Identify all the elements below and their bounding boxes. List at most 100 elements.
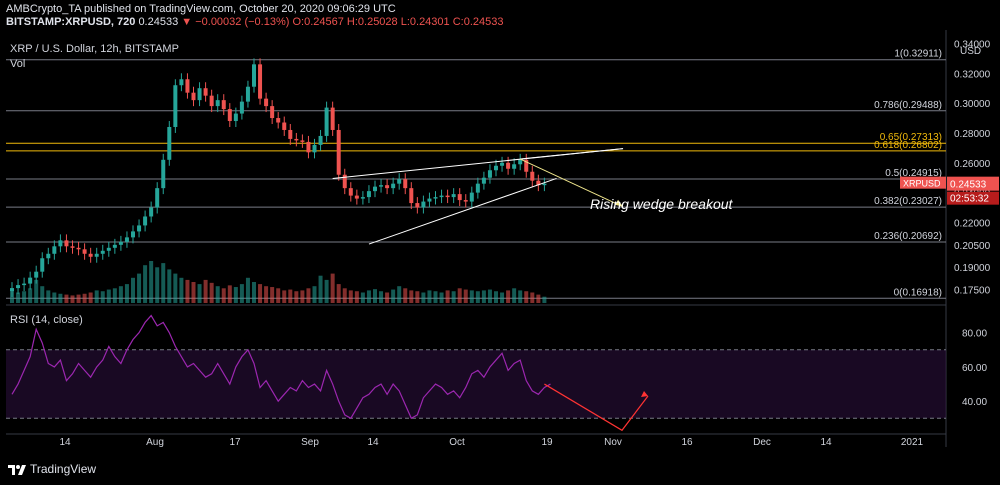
volume-bar — [82, 293, 87, 303]
time-tick-label: Nov — [604, 437, 622, 448]
volume-bar — [475, 291, 480, 303]
volume-bar — [179, 277, 184, 303]
volume-bar — [518, 290, 523, 303]
candle-body — [264, 98, 269, 107]
price-tick-label: 0.30000 — [954, 99, 991, 110]
volume-bar — [288, 289, 293, 303]
price-tick-label: 0.28000 — [954, 129, 991, 140]
volume-bar — [16, 292, 21, 303]
candle-body — [294, 138, 299, 141]
volume-bar — [22, 291, 27, 303]
volume-bar — [282, 290, 287, 303]
candle-body — [481, 177, 486, 184]
time-tick-label: Dec — [753, 437, 771, 448]
volume-bar — [403, 288, 408, 303]
time-tick-label: 19 — [541, 437, 553, 448]
publish-text: AMBCrypto_TA published on TradingView.co… — [6, 3, 396, 15]
price-tick-label: 0.20500 — [954, 241, 991, 252]
candle-body — [288, 129, 293, 139]
volume-bar — [445, 290, 450, 303]
volume-bar — [215, 286, 220, 303]
wedge-apex-line — [520, 148, 624, 160]
candle-body — [252, 64, 256, 87]
candle-body — [221, 100, 226, 110]
candle-body — [403, 179, 408, 189]
candle-body — [215, 100, 220, 107]
candle-body — [530, 171, 535, 181]
last-price-value: 0.24533 — [950, 180, 987, 191]
candle-body — [106, 247, 111, 251]
volume-bar — [324, 279, 329, 303]
candle-body — [506, 162, 511, 169]
candle-body — [203, 88, 208, 96]
volume-bar — [40, 286, 45, 303]
volume-bar — [360, 292, 365, 303]
candle-body — [282, 122, 287, 130]
volume-bar — [276, 288, 281, 303]
countdown-tag — [947, 191, 999, 205]
volume-bar — [512, 288, 517, 303]
brand-label: TradingView — [30, 462, 97, 476]
volume-bar — [500, 292, 505, 303]
candle-body — [391, 183, 396, 189]
volume-bar — [185, 279, 190, 303]
candle-body — [191, 92, 196, 101]
candle-body — [161, 159, 166, 189]
price-pane-title: XRP / U.S. Dollar, 12h, BITSTAMP — [10, 43, 179, 55]
candle-body — [487, 170, 492, 178]
candle-body — [112, 244, 117, 248]
candle-body — [366, 191, 371, 198]
candle-body — [167, 126, 172, 160]
volume-bar — [306, 288, 311, 303]
candle-body — [354, 195, 359, 199]
volume-bar — [52, 292, 57, 303]
candle-body — [524, 159, 529, 172]
candle-body — [16, 285, 21, 289]
candle-body — [409, 188, 414, 204]
volume-bar — [203, 279, 208, 303]
last-price: 0.24533 — [138, 16, 179, 28]
candle-body — [494, 165, 498, 171]
volume-bar — [118, 286, 123, 303]
volume-bar — [64, 294, 69, 303]
candle-body — [34, 271, 39, 278]
volume-bar — [318, 275, 323, 303]
candle-body — [270, 106, 275, 119]
candle-body — [427, 198, 432, 202]
candle-body — [124, 237, 129, 242]
volume-bar — [421, 292, 426, 303]
fib-level-label: 0.382(0.23027) — [874, 196, 942, 207]
candle-body — [94, 253, 99, 257]
rsi-projection-arrow — [544, 383, 649, 432]
volume-bar — [524, 291, 529, 303]
rsi-pane-title: RSI (14, close) — [10, 314, 83, 326]
volume-bar — [451, 291, 456, 303]
candle-body — [457, 194, 462, 201]
breakdown-arrow — [519, 158, 624, 208]
volume-bar — [463, 289, 468, 303]
candle-body — [118, 241, 123, 245]
price-change: −0.00032 (−0.13%) — [195, 16, 290, 28]
fib-level-label: 1(0.32911) — [894, 49, 942, 60]
candle-body — [149, 207, 154, 217]
rsi-arrowhead — [641, 391, 648, 398]
volume-bar — [391, 289, 396, 303]
volume-bar — [433, 291, 438, 303]
time-tick-label: Aug — [146, 437, 164, 448]
candle-body — [512, 164, 517, 169]
volume-bar — [167, 269, 172, 303]
candle-body — [197, 88, 202, 101]
fib-level-label: 0.236(0.20692) — [874, 231, 942, 242]
volume-bar — [457, 288, 462, 303]
candle-body — [397, 179, 402, 184]
candle-body — [239, 101, 244, 114]
tradingview-logo[interactable]: TradingView — [8, 462, 96, 476]
rsi-tick-label: 80.00 — [962, 329, 987, 340]
candle-body — [300, 140, 305, 142]
volume-bar — [270, 287, 275, 303]
volume-bar — [76, 294, 81, 303]
candle-body — [64, 240, 69, 247]
volume-bar — [112, 288, 117, 303]
volume-bar — [46, 290, 51, 303]
